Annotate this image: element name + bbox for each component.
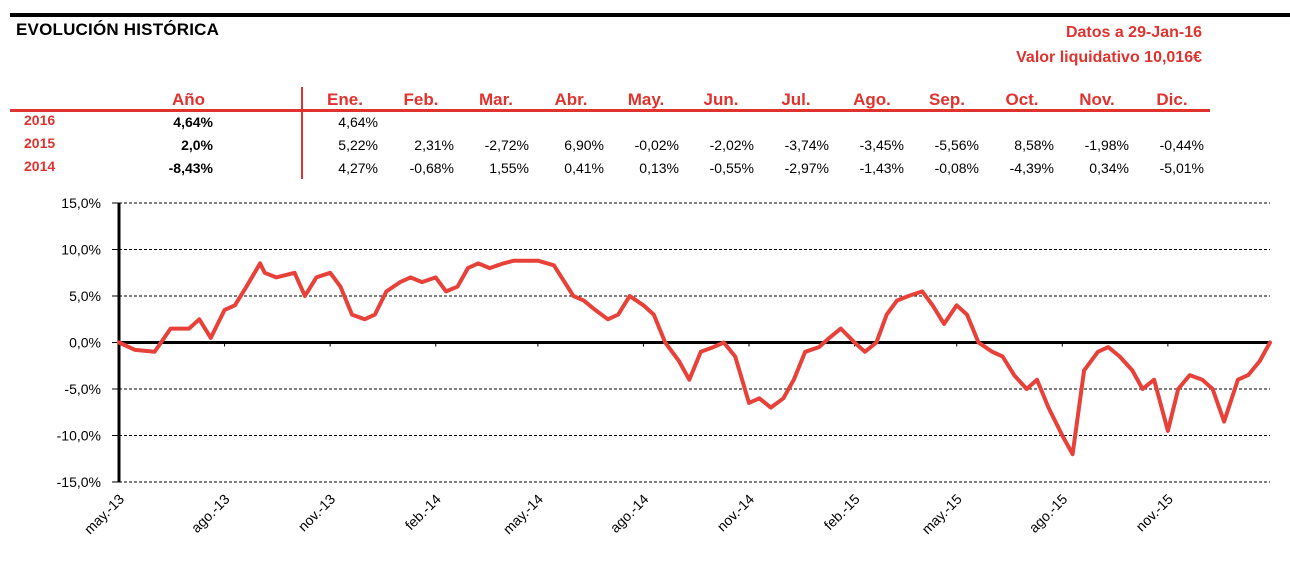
month-header: May. bbox=[627, 90, 665, 109]
table-divider bbox=[301, 87, 303, 179]
top-rule bbox=[10, 13, 1290, 17]
month-return-cell: 4,64% bbox=[338, 114, 378, 130]
month-return-cell: -5,56% bbox=[934, 137, 979, 153]
month-return-cell: 5,22% bbox=[338, 137, 378, 153]
month-header: Sep. bbox=[929, 90, 965, 109]
year-header: Año bbox=[172, 90, 206, 109]
month-return-cell: 2,31% bbox=[414, 137, 454, 153]
month-return-cell: -2,97% bbox=[784, 160, 829, 176]
month-return-cell: -1,98% bbox=[1084, 137, 1129, 153]
data-date: Datos a 29-Jan-16 bbox=[1065, 24, 1202, 41]
month-return-cell: -2,02% bbox=[709, 137, 754, 153]
month-header: Dic. bbox=[1156, 90, 1188, 109]
y-tick-label: 0,0% bbox=[69, 335, 101, 351]
month-return-cell: -3,74% bbox=[784, 137, 829, 153]
month-return-cell: -0,08% bbox=[934, 160, 979, 176]
month-return-cell: -0,68% bbox=[409, 160, 454, 176]
x-tick-label: nov.-14 bbox=[714, 491, 758, 535]
section-title: EVOLUCIÓN HISTÓRICA bbox=[16, 20, 220, 39]
month-return-cell: -4,39% bbox=[1009, 160, 1054, 176]
x-tick-label: ago.-13 bbox=[188, 491, 233, 536]
row-ytd-return: 4,64% bbox=[173, 114, 213, 130]
month-return-cell: -0,44% bbox=[1159, 137, 1204, 153]
row-year: 2015 bbox=[24, 135, 56, 151]
series-line bbox=[117, 258, 1272, 457]
month-return-cell: 4,27% bbox=[338, 160, 378, 176]
fund-info: Datos a 29-Jan-16 Valor liquidativo 10,0… bbox=[1016, 20, 1202, 70]
x-tick-label: may.-15 bbox=[918, 491, 964, 537]
month-return-cell: 1,55% bbox=[489, 160, 529, 176]
month-header: Nov. bbox=[1079, 90, 1115, 109]
month-return-cell: 6,90% bbox=[564, 137, 604, 153]
y-tick-label: -5,0% bbox=[64, 381, 101, 397]
month-return-cell: 8,58% bbox=[1014, 137, 1054, 153]
row-year: 2014 bbox=[24, 158, 56, 174]
month-return-cell: -5,01% bbox=[1159, 160, 1204, 176]
month-return-cell: -0,02% bbox=[634, 137, 679, 153]
month-return-cell: 0,13% bbox=[639, 160, 679, 176]
row-year: 2016 bbox=[24, 112, 56, 128]
month-return-cell: -2,72% bbox=[484, 137, 529, 153]
month-header: Abr. bbox=[554, 90, 588, 109]
month-header: Jun. bbox=[703, 90, 739, 109]
x-tick-label: feb.-15 bbox=[821, 491, 863, 533]
y-tick-label: 15,0% bbox=[61, 195, 101, 211]
month-header: Ago. bbox=[853, 90, 891, 109]
y-tick-label: -10,0% bbox=[57, 428, 101, 444]
month-return-cell: -3,45% bbox=[859, 137, 904, 153]
table-header-rule bbox=[10, 109, 1210, 112]
x-tick-label: may.-14 bbox=[500, 491, 546, 537]
month-return-cell: 0,41% bbox=[564, 160, 604, 176]
month-header: Feb. bbox=[403, 90, 439, 109]
month-return-cell: 0,34% bbox=[1089, 160, 1129, 176]
month-return-cell: -1,43% bbox=[859, 160, 904, 176]
y-tick-label: -15,0% bbox=[57, 474, 101, 490]
month-header: Jul. bbox=[781, 90, 811, 109]
month-header: Ene. bbox=[327, 90, 363, 109]
x-tick-label: nov.-13 bbox=[295, 491, 339, 535]
row-ytd-return: 2,0% bbox=[181, 137, 213, 153]
y-tick-label: 10,0% bbox=[61, 242, 101, 258]
month-header: Oct. bbox=[1005, 90, 1039, 109]
x-tick-label: feb.-14 bbox=[402, 491, 444, 533]
row-ytd-return: -8,43% bbox=[168, 160, 213, 176]
x-tick-label: ago.-15 bbox=[1026, 491, 1071, 536]
x-tick-label: ago.-14 bbox=[607, 491, 652, 536]
y-tick-label: 5,0% bbox=[69, 288, 101, 304]
x-tick-label: nov.-15 bbox=[1132, 491, 1176, 535]
net-asset-value: Valor liquidativo 10,016€ bbox=[1016, 49, 1202, 66]
month-header: Mar. bbox=[478, 90, 514, 109]
month-return-cell: -0,55% bbox=[709, 160, 754, 176]
x-tick-label: may.-13 bbox=[81, 491, 127, 537]
